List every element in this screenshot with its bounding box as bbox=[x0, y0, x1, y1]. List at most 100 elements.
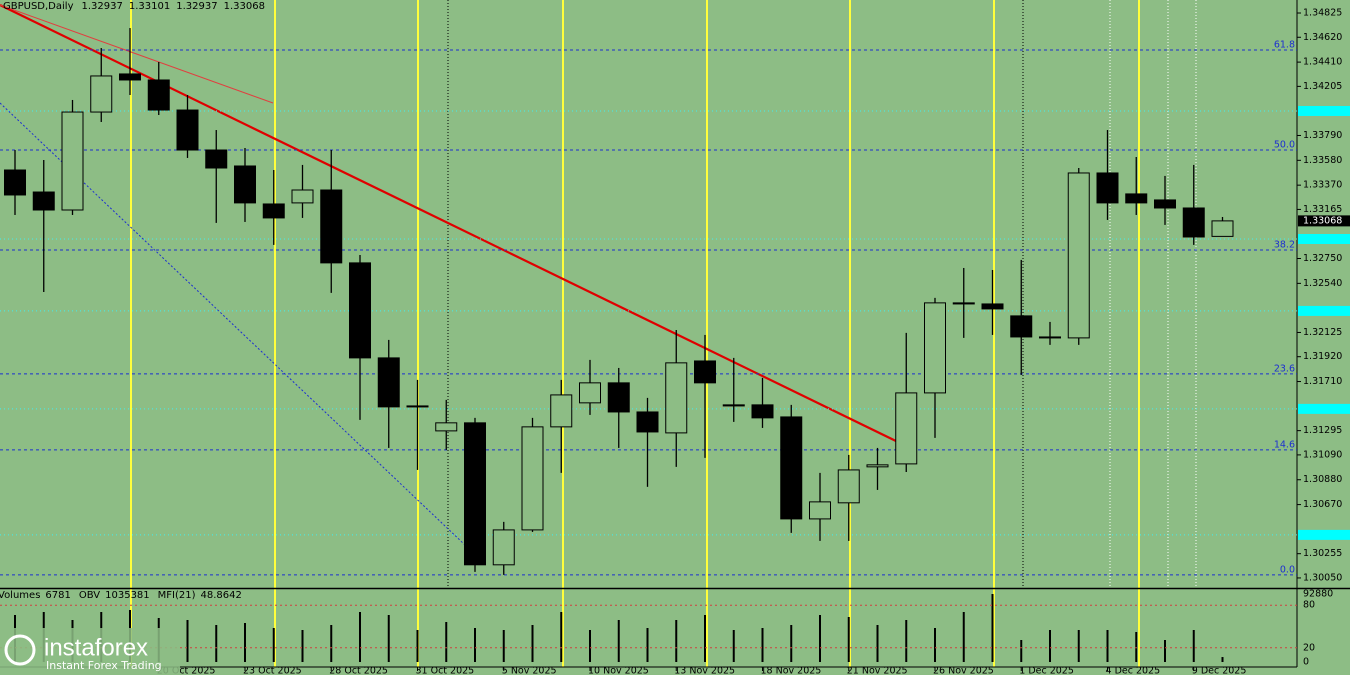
x-tick-label: 31 Oct 2025 bbox=[416, 666, 475, 675]
alert-tag bbox=[1298, 403, 1350, 414]
candle-body bbox=[349, 262, 371, 359]
candle-body bbox=[866, 464, 889, 468]
y-tick-label: 1.33790 bbox=[1303, 130, 1342, 141]
watermark-bg bbox=[0, 628, 180, 675]
candle-body bbox=[895, 392, 918, 465]
price-tag-label: 1.33068 bbox=[1303, 215, 1342, 226]
y-tick-label: 1.34410 bbox=[1303, 57, 1342, 68]
header-close: 1.33068 bbox=[224, 1, 265, 12]
y-tick-label: 1.33165 bbox=[1303, 204, 1342, 215]
y-tick-label: 1.31295 bbox=[1303, 425, 1342, 436]
candle-body bbox=[837, 469, 860, 504]
candle-body bbox=[550, 394, 573, 428]
candle-body bbox=[435, 422, 458, 432]
alert-tag bbox=[1298, 105, 1350, 116]
y-tick-label: 1.30670 bbox=[1303, 499, 1342, 510]
candle-body bbox=[32, 191, 55, 211]
x-tick-label: 10 Nov 2025 bbox=[588, 666, 649, 675]
candle-body bbox=[579, 382, 601, 404]
candle-body bbox=[61, 111, 84, 211]
watermark: instaforex Instant Forex Trading bbox=[0, 628, 180, 675]
x-tick-label: 21 Nov 2025 bbox=[847, 666, 908, 675]
candle-body bbox=[147, 79, 170, 111]
fib-label: 14.6 bbox=[1274, 439, 1295, 450]
candle-body bbox=[809, 501, 831, 520]
y-tick-label: 1.32540 bbox=[1303, 278, 1342, 289]
candle-body bbox=[464, 422, 486, 566]
x-tick-label: 13 Nov 2025 bbox=[674, 666, 735, 675]
x-tick-label: 9 Dec 2025 bbox=[1192, 666, 1247, 675]
mfi-value: 48.8642 bbox=[201, 590, 242, 601]
y-tick-label: 1.31090 bbox=[1303, 449, 1342, 460]
fib-label: 50.0 bbox=[1274, 140, 1295, 151]
symbol-title: GBPUSD,Daily bbox=[3, 1, 74, 12]
volume-label: Volumes bbox=[0, 590, 40, 601]
watermark-icon bbox=[4, 634, 36, 666]
volume-value: 6781 bbox=[45, 590, 70, 601]
y-tick-label: 1.33370 bbox=[1303, 180, 1342, 191]
x-tick-label: 26 Nov 2025 bbox=[933, 666, 994, 675]
watermark-tagline: Instant Forex Trading bbox=[46, 659, 162, 672]
x-tick-label: 23 Oct 2025 bbox=[243, 666, 302, 675]
x-tick-label: 28 Oct 2025 bbox=[329, 666, 388, 675]
channel-line bbox=[0, 102, 466, 546]
candle-body bbox=[492, 529, 515, 566]
candle-body bbox=[377, 357, 400, 408]
candle-body bbox=[722, 404, 745, 407]
candle-body bbox=[1154, 199, 1176, 209]
header: GBPUSD,Daily 1.32937 1.33101 1.32937 1.33068 bbox=[3, 1, 265, 12]
alert-tag bbox=[1298, 529, 1350, 540]
candle-body bbox=[1096, 172, 1119, 204]
mfi-label: MFI(21) bbox=[158, 590, 196, 601]
y-tick-label: 1.31710 bbox=[1303, 376, 1342, 387]
candle-body bbox=[665, 362, 688, 434]
candle-body bbox=[636, 411, 659, 433]
obv-value: 1035381 bbox=[105, 590, 150, 601]
candle-body bbox=[1182, 207, 1205, 238]
candle-body bbox=[234, 165, 256, 204]
header-open: 1.32937 bbox=[82, 1, 123, 12]
header-low: 1.32937 bbox=[176, 1, 217, 12]
x-tick-label: 1 Dec 2025 bbox=[1019, 666, 1074, 675]
x-tick-label: 4 Dec 2025 bbox=[1106, 666, 1161, 675]
candle-body bbox=[924, 302, 946, 394]
volume-tick-label: 92880 bbox=[1303, 589, 1333, 600]
candle-body bbox=[262, 203, 285, 219]
marker-lines bbox=[1109, 0, 1197, 588]
y-tick-label: 1.30880 bbox=[1303, 474, 1342, 485]
header-high: 1.33101 bbox=[129, 1, 170, 12]
fib-label: 61.8 bbox=[1274, 40, 1295, 51]
candle-body bbox=[521, 426, 544, 531]
candle-body bbox=[1125, 193, 1148, 204]
alert-tag bbox=[1298, 233, 1350, 244]
watermark-brand: instaforex bbox=[44, 634, 148, 661]
session-lines bbox=[447, 0, 1024, 588]
y-tick-label: 1.34205 bbox=[1303, 81, 1342, 92]
candle-body bbox=[320, 189, 343, 264]
x-tick-label: 18 Nov 2025 bbox=[761, 666, 822, 675]
candle-body bbox=[751, 404, 774, 419]
y-tick-label: 1.30255 bbox=[1303, 548, 1342, 559]
price-tag bbox=[1298, 215, 1350, 227]
mfi-tick-label: 20 bbox=[1303, 642, 1315, 653]
trend-line-thin bbox=[0, 4, 274, 104]
y-tick-label: 1.33580 bbox=[1303, 155, 1342, 166]
candle-body bbox=[406, 405, 429, 408]
mfi-tick-label: 80 bbox=[1303, 600, 1315, 611]
x-tick-label: 20 Oct 2025 bbox=[157, 666, 216, 675]
y-tick-label: 1.32750 bbox=[1303, 253, 1342, 264]
candle-body bbox=[952, 302, 975, 305]
candle-body bbox=[291, 189, 314, 204]
candle-body bbox=[694, 360, 716, 384]
y-tick-label: 1.34825 bbox=[1303, 8, 1342, 19]
candle-body bbox=[607, 382, 630, 413]
candle-body bbox=[981, 303, 1004, 310]
trend-line bbox=[0, 4, 899, 443]
candle-body bbox=[1211, 220, 1234, 237]
candle-body bbox=[205, 149, 228, 169]
indicator-header: Volumes 6781 OBV 1035381 MFI(21) 48.8642 bbox=[0, 590, 242, 601]
y-tick-label: 1.31920 bbox=[1303, 351, 1342, 362]
fib-label: 0.0 bbox=[1280, 564, 1295, 575]
